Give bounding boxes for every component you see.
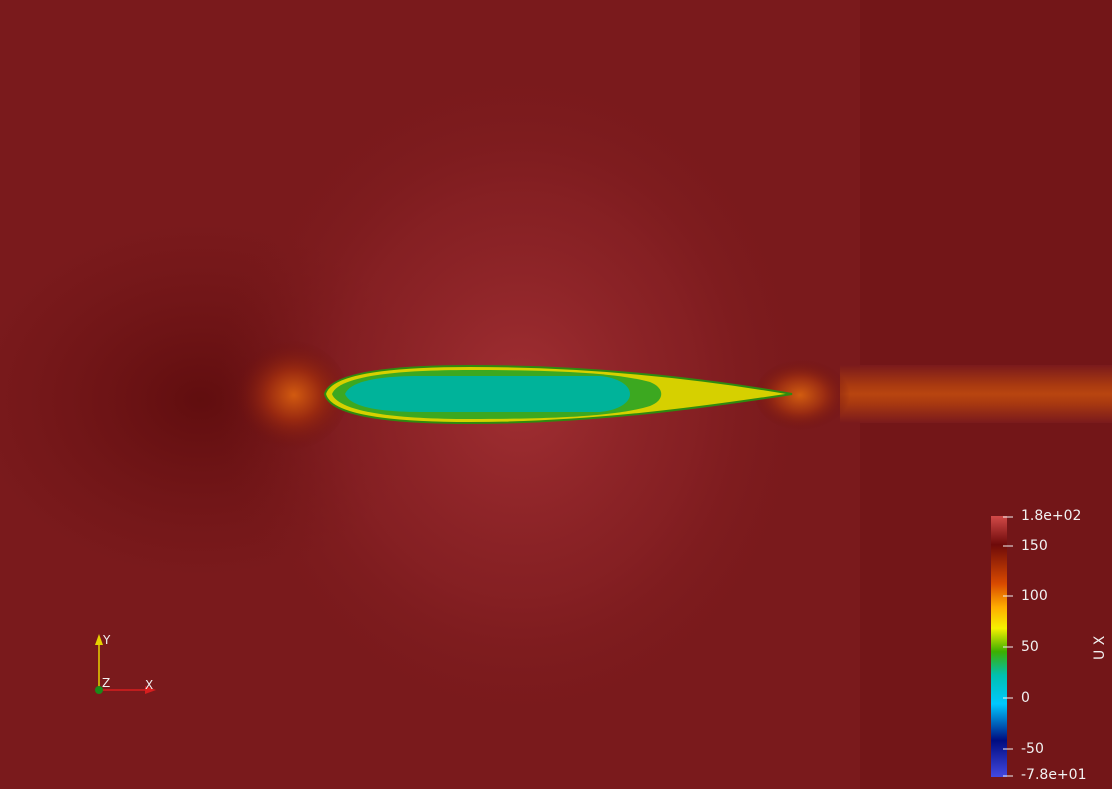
colorbar-tick-150: 150	[1021, 538, 1048, 554]
axis-x-label: X	[145, 678, 154, 692]
colorbar-tick-100: 100	[1021, 588, 1048, 604]
colorbar-tick-0: 0	[1021, 690, 1030, 706]
colorbar-tick-neg50: -50	[1021, 741, 1044, 757]
colorbar-tick-min: -7.8e+01	[1021, 767, 1087, 783]
airfoil	[323, 364, 793, 425]
axis-y-label: Y	[103, 633, 111, 647]
colorbar-title: U X	[1092, 635, 1108, 660]
colorbar-tick-50: 50	[1021, 639, 1039, 655]
colorbar-tick-max: 1.8e+02	[1021, 508, 1082, 524]
axis-z-label: Z	[102, 676, 111, 690]
colorbar-gradient	[991, 516, 1007, 777]
axes-triad	[95, 634, 156, 694]
